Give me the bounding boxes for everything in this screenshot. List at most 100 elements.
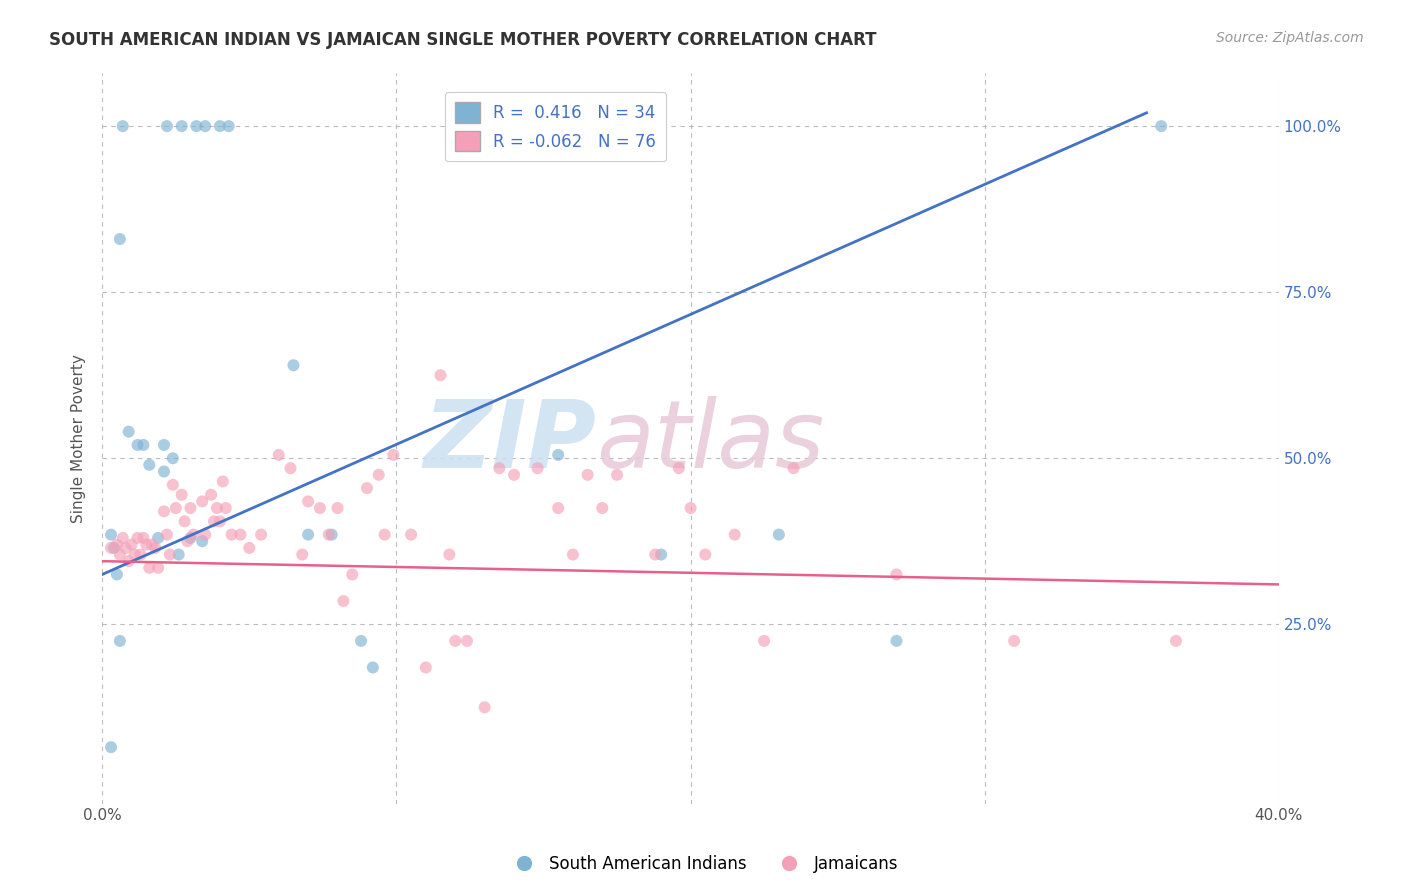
Point [179, 501, 201, 516]
Point [332, 594, 354, 608]
Point [361, 660, 384, 674]
Point [399, 527, 422, 541]
Point [547, 501, 569, 516]
Point [132, 438, 155, 452]
Point [321, 527, 343, 541]
Point [121, 538, 143, 552]
Point [108, 548, 131, 562]
Point [162, 477, 184, 491]
Text: ZIP: ZIP [423, 396, 596, 488]
Point [208, 119, 231, 133]
Point [668, 461, 690, 475]
Point [444, 633, 467, 648]
Point [768, 527, 790, 541]
Text: SOUTH AMERICAN INDIAN VS JAMAICAN SINGLE MOTHER POVERTY CORRELATION CHART: SOUTH AMERICAN INDIAN VS JAMAICAN SINGLE… [49, 31, 877, 49]
Point [267, 448, 290, 462]
Point [318, 527, 340, 541]
Point [124, 548, 146, 562]
Legend: R =  0.416   N = 34, R = -0.062   N = 76: R = 0.416 N = 34, R = -0.062 N = 76 [444, 92, 666, 161]
Point [100, 541, 122, 555]
Point [194, 119, 217, 133]
Point [367, 467, 389, 482]
Point [1150, 119, 1173, 133]
Point [382, 448, 405, 462]
Point [724, 527, 747, 541]
Point [297, 494, 319, 508]
Point [456, 633, 478, 648]
Point [782, 461, 804, 475]
Point [183, 527, 205, 541]
Point [576, 467, 599, 482]
Point [283, 358, 305, 372]
Point [218, 119, 240, 133]
Point [138, 458, 160, 472]
Point [297, 527, 319, 541]
Point [205, 501, 228, 516]
Point [153, 504, 176, 518]
Point [162, 451, 184, 466]
Point [374, 527, 396, 541]
Point [606, 467, 628, 482]
Point [679, 501, 702, 516]
Point [886, 633, 908, 648]
Point [165, 501, 187, 516]
Point [886, 567, 908, 582]
Point [143, 541, 166, 555]
Point [342, 567, 364, 582]
Point [439, 548, 461, 562]
Point [138, 561, 160, 575]
Point [100, 740, 122, 755]
Point [561, 548, 583, 562]
Point [173, 514, 195, 528]
Point [326, 501, 349, 516]
Point [280, 461, 302, 475]
Text: atlas: atlas [596, 396, 825, 487]
Point [179, 531, 201, 545]
Point [176, 534, 198, 549]
Point [167, 548, 190, 562]
Point [118, 425, 141, 439]
Point [100, 527, 122, 541]
Point [170, 488, 193, 502]
Point [127, 438, 149, 452]
Point [250, 527, 273, 541]
Point [350, 633, 373, 648]
Point [156, 527, 179, 541]
Point [503, 467, 526, 482]
Point [200, 488, 222, 502]
Point [591, 501, 613, 516]
Point [118, 554, 141, 568]
Point [191, 534, 214, 549]
Point [211, 475, 233, 489]
Point [153, 438, 176, 452]
Point [291, 548, 314, 562]
Point [229, 527, 252, 541]
Point [132, 531, 155, 545]
Point [238, 541, 260, 555]
Point [135, 538, 157, 552]
Point [474, 700, 496, 714]
Point [105, 538, 128, 552]
Point [644, 548, 666, 562]
Point [156, 119, 179, 133]
Point [488, 461, 510, 475]
Point [695, 548, 717, 562]
Text: Source: ZipAtlas.com: Source: ZipAtlas.com [1216, 31, 1364, 45]
Point [129, 548, 152, 562]
Point [208, 514, 231, 528]
Point [415, 660, 437, 674]
Point [202, 514, 225, 528]
Point [1002, 633, 1025, 648]
Point [108, 232, 131, 246]
Point [108, 633, 131, 648]
Point [215, 501, 238, 516]
Point [526, 461, 548, 475]
Point [111, 531, 134, 545]
Point [191, 494, 214, 508]
Point [146, 531, 169, 545]
Point [114, 541, 136, 555]
Point [1164, 633, 1187, 648]
Point [194, 527, 217, 541]
Point [186, 119, 208, 133]
Legend: South American Indians, Jamaicans: South American Indians, Jamaicans [501, 848, 905, 880]
